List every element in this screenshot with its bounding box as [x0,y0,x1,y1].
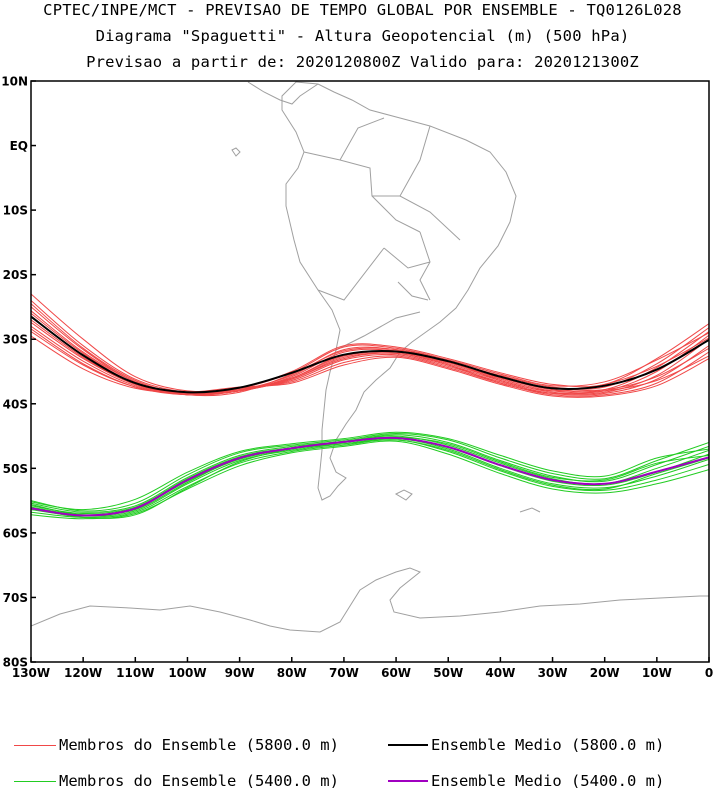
y-tick-label: 80S [3,656,28,670]
member-5400-line-7 [31,440,709,520]
member-5400-line-2 [31,434,709,513]
country-borders [303,117,461,351]
member-5800-line-8 [31,335,709,398]
legend-entry: Ensemble Medio (5800.0 m) [388,735,664,755]
axes: 130W 120W 110W 100W 90W 80W 70W 60W 50W 40W 30W 20W… [1,75,713,681]
legend-swatch [388,780,428,782]
chart-title-line-2: Diagrama "Spaguetti" - Altura Geopotenci… [95,27,630,45]
member-5400-line-3 [31,435,709,515]
member-5800-line-9 [31,303,709,395]
x-tick-label: 120W [64,666,102,680]
member-5400-line-1 [31,432,709,512]
south-georgia [519,507,541,513]
x-tick-label: 100W [168,666,206,680]
legend-label: Membros do Ensemble (5400.0 m) [59,772,339,790]
legend-label: Ensemble Medio (5800.0 m) [431,736,665,754]
ensemble-mean-lines [31,315,709,517]
legend-swatch [14,780,56,782]
legend-swatch [388,744,428,746]
plot-frame [30,80,710,663]
ensemble-mean-5800-line [31,315,709,394]
legend-entry: Membros do Ensemble (5400.0 m) [14,771,339,791]
y-tick-label: EQ [10,139,28,153]
member-5800-line-1 [31,293,709,393]
y-tick-label: 10N [1,75,28,89]
x-tick-label: 80W [277,666,307,680]
legend-swatch [14,744,56,746]
falkland-islands [394,489,413,501]
x-tick-label: 0 [705,666,713,680]
land-outline-map [31,81,709,662]
x-tick-label: 130W [12,666,50,680]
x-tick-label: 60W [381,666,411,680]
members-5400-lines [31,431,709,520]
members-5800-lines [31,293,709,398]
x-tick-label: 50W [433,666,463,680]
chart-title-line-3: Previsao a partir de: 2020120800Z Valido… [86,53,639,71]
member-5800-line-12 [31,328,709,396]
x-tick-label: 10W [642,666,672,680]
y-tick-label: 20S [3,268,28,282]
legend-entry: Membros do Ensemble (5800.0 m) [14,735,339,755]
y-tick-label: 70S [3,591,28,605]
y-tick-label: 30S [3,333,28,347]
legend-label: Membros do Ensemble (5800.0 m) [59,736,339,754]
legend-entry: Ensemble Medio (5400.0 m) [388,771,664,791]
antarctica-outline [31,567,709,662]
member-5800-line-2 [31,300,709,394]
x-tick-label: 70W [329,666,359,680]
south-america-outline [281,81,517,501]
central-america-outline [247,81,319,105]
x-tick-label: 30W [538,666,568,680]
y-tick-label: 10S [3,204,28,218]
galapagos-islands [231,147,241,157]
y-tick-label: 50S [3,462,28,476]
member-5400-line-9 [31,436,709,516]
member-5800-line-6 [31,325,709,396]
y-tick-label: 40S [3,397,28,411]
y-tick-label: 60S [3,526,28,540]
x-tick-label: 110W [116,666,154,680]
member-5400-line-10 [31,439,709,519]
ensemble-mean-5400-line [31,436,709,517]
member-5400-line-8 [31,431,709,511]
legend-label: Ensemble Medio (5400.0 m) [431,772,665,790]
x-tick-label: 40W [485,666,515,680]
x-tick-label: 20W [590,666,620,680]
chart-title-line-1: CPTEC/INPE/MCT - PREVISAO DE TEMPO GLOBA… [43,1,682,19]
x-tick-label: 90W [225,666,255,680]
member-5400-line-5 [31,438,709,517]
